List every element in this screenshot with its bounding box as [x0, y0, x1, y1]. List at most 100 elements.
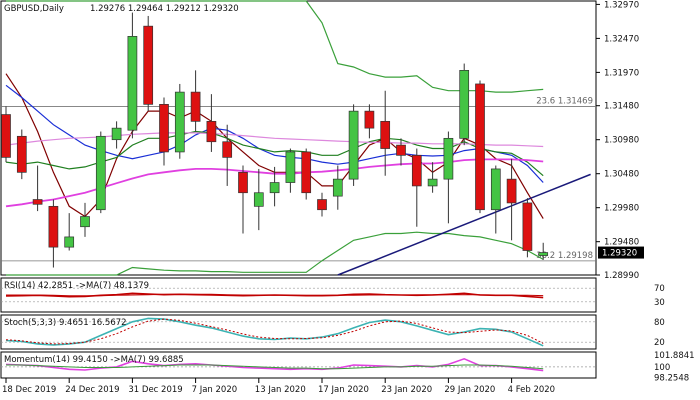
candle-body — [332, 178, 343, 197]
candle — [475, 80, 485, 214]
candle — [80, 202, 90, 237]
indicator-series-line — [6, 293, 544, 297]
candle — [95, 131, 106, 214]
indicator-y-tick-label: 98.2548 — [654, 374, 689, 384]
candle-body — [490, 168, 501, 211]
candle-body — [16, 135, 27, 173]
ohlc-header: 1.29276 1.29464 1.29212 1.29320 — [90, 4, 239, 14]
candle — [174, 83, 185, 159]
candle-body — [190, 91, 201, 122]
candle — [380, 90, 391, 176]
candle-body — [95, 135, 106, 211]
candle-body — [269, 182, 280, 194]
indicator-frame — [0, 314, 597, 350]
candle-body — [111, 127, 122, 141]
candle-body — [348, 110, 359, 180]
candle — [32, 165, 43, 212]
trendline — [337, 173, 591, 276]
x-tick-label: 18 Dec 2019 — [2, 385, 56, 395]
candle — [396, 138, 406, 166]
candle — [443, 131, 454, 224]
candle — [16, 129, 27, 180]
candle — [1, 106, 11, 163]
price-panel: 23.6 1.31469 38.2 1.29198 GBPUSD,Daily 1.29… — [0, 0, 644, 281]
candle — [238, 165, 248, 234]
price-indicator-line — [6, 231, 544, 276]
candle-body — [380, 120, 391, 149]
y-tick-label: 1.29480 — [604, 238, 639, 248]
indicator-series-line — [5, 317, 544, 347]
candle — [301, 148, 312, 200]
candle — [348, 104, 359, 186]
candle — [506, 158, 517, 241]
candle — [111, 121, 122, 149]
candle-body — [443, 137, 454, 180]
candle-body — [506, 178, 517, 204]
candle-body — [1, 114, 11, 158]
candle — [222, 124, 233, 186]
candle-body — [396, 144, 406, 156]
candle-body — [459, 69, 470, 139]
candle — [64, 213, 75, 251]
candle-body — [64, 236, 75, 248]
x-axis: 18 Dec 2019 24 Dec 2019 31 Dec 2019 7 Jan 2… — [2, 378, 555, 395]
candle-body — [48, 205, 59, 248]
x-tick-label: 4 Feb 2020 — [508, 385, 555, 395]
y-tick-label: 1.30480 — [604, 170, 639, 180]
candle-body — [143, 25, 154, 105]
indicator-frame — [0, 277, 597, 313]
indicator-y-tick-label: 20 — [654, 338, 665, 348]
x-tick-label: 24 Dec 2019 — [65, 385, 119, 395]
candle — [538, 242, 549, 260]
candle — [269, 166, 280, 207]
chart-title: GBPUSD,Daily — [4, 4, 64, 14]
price-indicator-line — [5, 130, 544, 177]
candle-body — [80, 216, 90, 228]
candle-body — [222, 141, 233, 158]
last-price-label: 1.29320 — [602, 249, 637, 259]
indicator-y-tick-label: 100 — [654, 363, 670, 373]
candle-body — [238, 171, 248, 194]
candle — [427, 162, 438, 193]
candle-body — [206, 120, 217, 143]
stochastic-panel: Stoch(5,3,3) 9.4651 16.5672 80 20 — [0, 314, 665, 350]
candle-body — [127, 36, 138, 131]
candle-body — [159, 103, 169, 153]
candle-body — [301, 151, 312, 194]
fib-level-label: 23.6 1.31469 — [536, 96, 593, 106]
candle-body — [475, 83, 485, 211]
rsi-panel: RSI(14) 42.2851 ->MA(7) 48.1379 70 30 — [0, 277, 665, 313]
candle — [285, 148, 296, 193]
candle — [190, 70, 201, 132]
x-tick-label: 7 Jan 2020 — [192, 385, 238, 395]
indicator-y-tick-label: 101.8841 — [654, 351, 695, 361]
indicator-title: Momentum(14) 99.4150 ->MA(7) 99.6885 — [4, 355, 184, 365]
candle — [490, 165, 501, 234]
indicator-y-tick-label: 30 — [654, 298, 665, 308]
price-indicator-line — [5, 84, 544, 183]
indicator-series-line — [6, 364, 544, 370]
candle — [159, 97, 169, 166]
y-tick-label: 1.29980 — [604, 204, 639, 214]
indicator-y-tick-label: 70 — [654, 284, 665, 294]
x-tick-label: 13 Jan 2020 — [255, 385, 306, 395]
indicator-title: RSI(14) 42.2851 ->MA(7) 48.1379 — [4, 281, 149, 291]
indicator-frame — [0, 351, 597, 379]
candle-body — [538, 252, 549, 256]
candle — [206, 94, 217, 152]
y-tick-label: 1.28990 — [604, 271, 639, 281]
indicator-series-line — [5, 318, 544, 345]
price-indicator-line — [5, 132, 544, 148]
candle — [459, 63, 470, 146]
candle-body — [285, 151, 296, 183]
price-indicator-line — [6, 0, 544, 93]
candle — [411, 148, 422, 227]
candle-body — [317, 199, 327, 211]
indicator-title: Stoch(5,3,3) 9.4651 16.5672 — [4, 318, 127, 328]
candle-body — [364, 110, 375, 129]
candle — [48, 199, 59, 268]
indicator-y-tick-label: 80 — [654, 318, 665, 328]
fib-level-label: 38.2 1.29198 — [536, 251, 593, 261]
y-tick-label: 1.31970 — [604, 68, 639, 78]
